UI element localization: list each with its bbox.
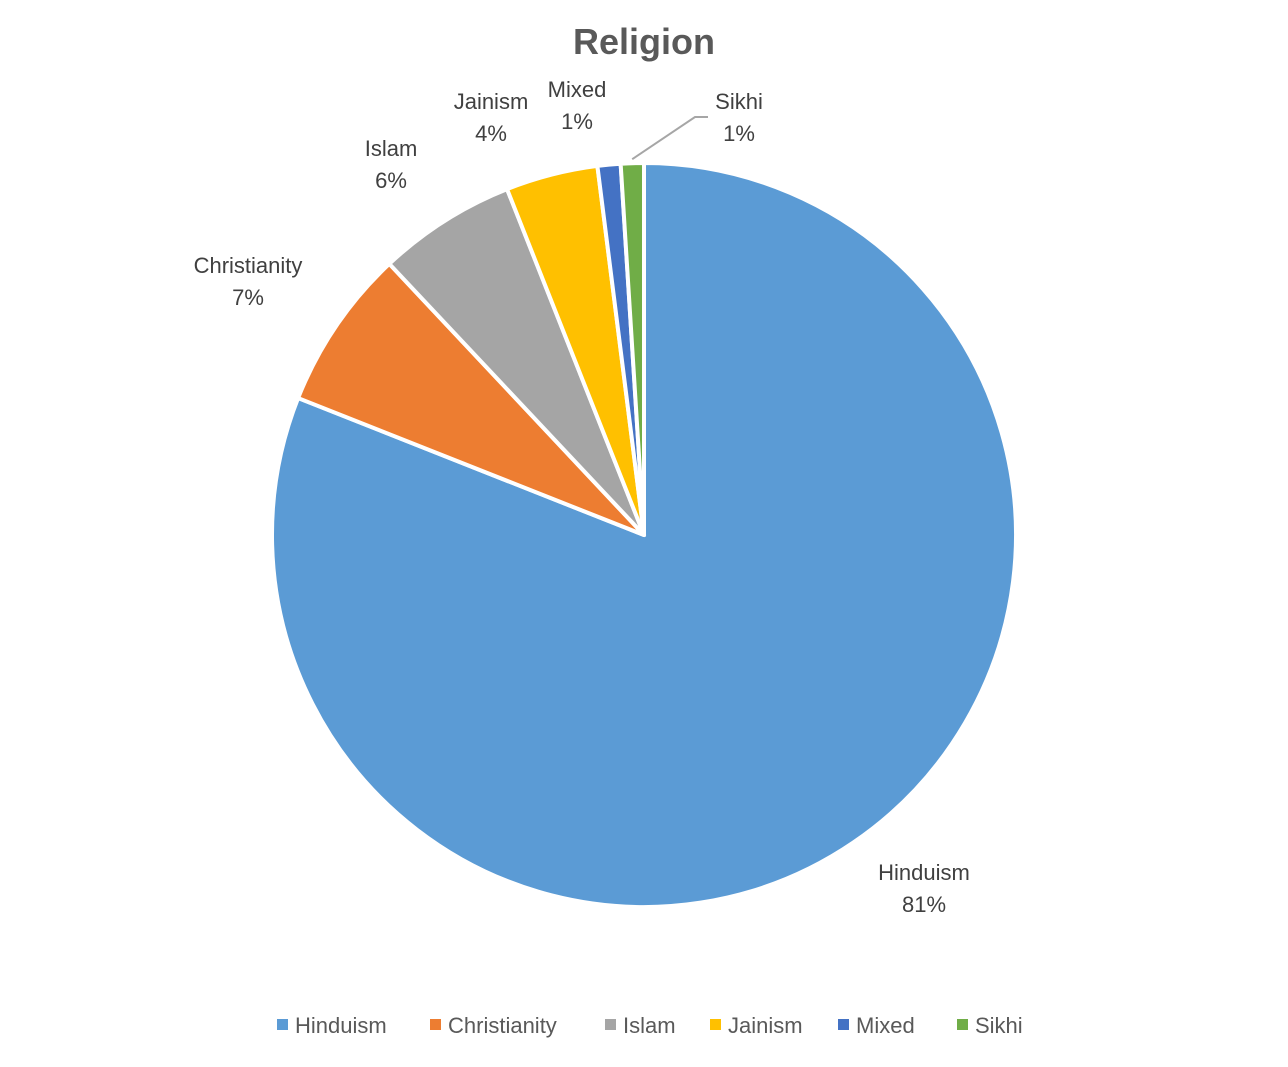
slice-islam	[387, 187, 646, 537]
legend-label-sikhi: Sikhi	[975, 1013, 1023, 1038]
pie-slices	[270, 160, 1018, 909]
data-label-christianity: Christianity 7%	[194, 253, 303, 310]
legend-label-islam: Islam	[623, 1013, 676, 1038]
legend-item-christianity: Christianity	[430, 1013, 557, 1038]
legend-swatch-jainism	[710, 1019, 721, 1030]
data-label-mixed: Mixed 1%	[548, 77, 607, 134]
legend-swatch-christianity	[430, 1019, 441, 1030]
legend-swatch-sikhi	[957, 1019, 968, 1030]
data-label-islam: Islam 6%	[365, 136, 418, 193]
leader-lines	[631, 116, 708, 161]
chart-title: Religion	[573, 21, 715, 62]
data-label-sikhi: Sikhi 1%	[715, 89, 763, 146]
legend-item-mixed: Mixed	[838, 1013, 915, 1038]
legend-swatch-mixed	[838, 1019, 849, 1030]
data-label-hinduism: Hinduism 81%	[878, 860, 970, 917]
slice-sikhi	[618, 160, 646, 537]
slice-christianity	[296, 261, 646, 537]
legend-item-islam: Islam	[605, 1013, 676, 1038]
legend-swatch-hinduism	[277, 1019, 288, 1030]
legend-item-jainism: Jainism	[710, 1013, 803, 1038]
legend-label-hinduism: Hinduism	[295, 1013, 387, 1038]
legend-item-hinduism: Hinduism	[277, 1013, 387, 1038]
data-labels: Hinduism 81% Christianity 7% Islam 6% Jainism 4…	[194, 77, 970, 917]
legend-label-jainism: Jainism	[728, 1013, 803, 1038]
leader-line-sikhi	[631, 116, 708, 161]
legend-swatch-islam	[605, 1019, 616, 1030]
legend-item-sikhi: Sikhi	[957, 1013, 1023, 1038]
data-label-jainism: Jainism 4%	[454, 89, 529, 146]
legend-label-christianity: Christianity	[448, 1013, 557, 1038]
legend: Hinduism Christianity Islam Jainism Mixed Sik…	[277, 1013, 1023, 1038]
legend-label-mixed: Mixed	[856, 1013, 915, 1038]
